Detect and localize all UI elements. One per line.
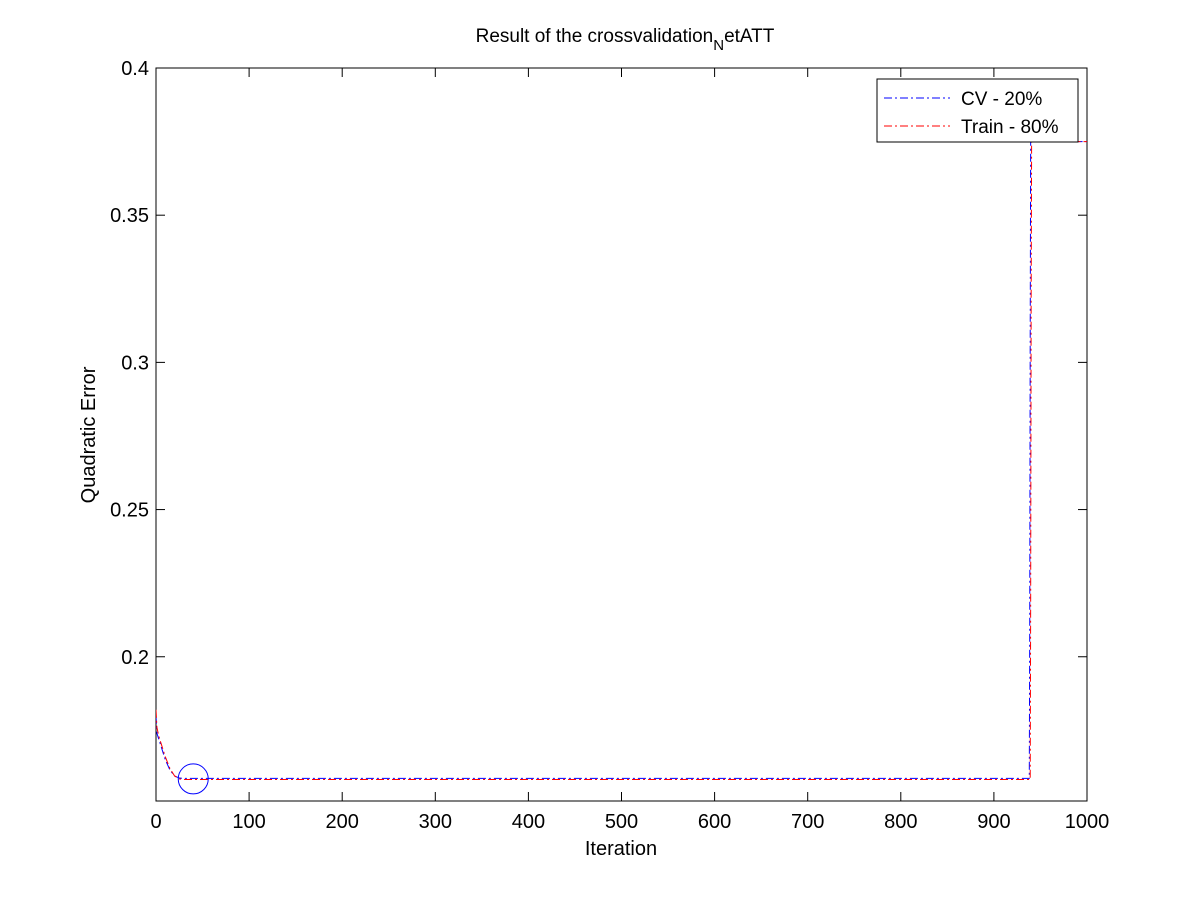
chart-title-subscript: N	[713, 37, 724, 54]
plot-area	[155, 67, 1088, 802]
x-axis-label: Iteration	[585, 838, 657, 860]
series-line-train	[156, 141, 1087, 781]
x-tick-label: 400	[512, 811, 545, 833]
x-tick-label: 300	[419, 811, 452, 833]
x-tick-label: 800	[884, 811, 917, 833]
minimum-marker	[177, 763, 209, 795]
axis-ticks	[155, 67, 1088, 801]
y-tick-label: 0.2	[121, 647, 149, 669]
chart-title-suffix: etATT	[724, 26, 775, 47]
y-tick-label: 0.35	[110, 205, 149, 227]
legend-label-train: Train - 80%	[961, 117, 1059, 138]
y-tick-label: 0.4	[121, 58, 149, 80]
x-tick-label: 900	[977, 811, 1010, 833]
y-tick-label: 0.25	[110, 500, 149, 522]
y-axis-label: Quadratic Error	[78, 366, 100, 503]
chart-title-main: Result of the crossvalidation	[476, 26, 714, 47]
x-tick-label: 0	[150, 811, 161, 833]
x-tick-label: 700	[791, 811, 824, 833]
series-line-cv	[156, 141, 1087, 779]
x-tick-label: 500	[605, 811, 638, 833]
x-tick-label: 100	[232, 811, 265, 833]
chart-title: Result of the crossvalidationNetATT	[476, 26, 775, 54]
x-tick-label: 1000	[1065, 811, 1110, 833]
legend: CV - 20% Train - 80%	[876, 78, 1079, 143]
series-layer	[156, 141, 1087, 781]
x-tick-label: 200	[326, 811, 359, 833]
legend-label-cv: CV - 20%	[961, 89, 1042, 110]
x-tick-label: 600	[698, 811, 731, 833]
legend-box	[876, 78, 1079, 143]
tick-labels: 0 100 200 300 400 500 600 700 800 900 1000 0.2 0.25 0…	[110, 58, 1109, 833]
y-tick-label: 0.3	[121, 352, 149, 374]
